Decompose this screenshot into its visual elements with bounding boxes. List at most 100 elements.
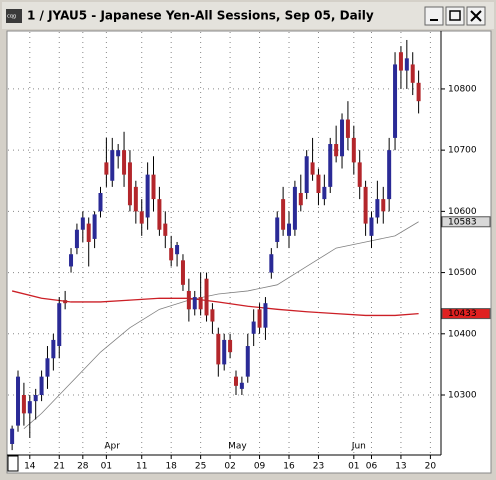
candle-body <box>269 254 274 273</box>
candle-body <box>33 395 38 402</box>
x-tick-label: 16 <box>283 462 295 472</box>
chart-panel <box>6 30 492 474</box>
month-label: Apr <box>104 442 120 452</box>
candle-body <box>257 309 262 328</box>
candle-body <box>245 346 250 377</box>
candle-body <box>292 186 297 230</box>
candle-body <box>139 211 144 224</box>
candle-body <box>157 199 162 230</box>
candle-body <box>192 297 197 310</box>
scroll-box[interactable] <box>7 455 19 472</box>
candle-body <box>334 144 339 157</box>
candle-body <box>322 186 327 200</box>
candle-body <box>263 303 268 328</box>
candle-body <box>116 150 121 157</box>
candle-body <box>110 150 115 181</box>
candle-body <box>210 309 215 322</box>
candle-body <box>398 52 403 71</box>
candle-body <box>410 64 415 83</box>
candle-body <box>163 223 168 236</box>
x-tick-label: 18 <box>165 462 177 472</box>
candle-body <box>198 297 203 310</box>
candle-body <box>222 339 227 365</box>
month-label: Jun <box>351 442 366 452</box>
x-tick-label: 02 <box>224 462 235 472</box>
window-buttons[interactable] <box>424 6 486 26</box>
candle-body <box>239 382 244 389</box>
candle-body <box>275 217 280 242</box>
price-label-box <box>441 308 491 320</box>
price-label: 10583 <box>448 217 477 227</box>
x-tick-label: 28 <box>77 462 89 472</box>
candle-body <box>63 300 68 304</box>
x-tick-label: 21 <box>54 462 65 472</box>
candle-body <box>51 339 56 359</box>
candle-body <box>281 199 286 230</box>
title-bar <box>2 2 494 29</box>
window-title: 1 / JYAU5 - Japanese Yen-All Sessions, S… <box>27 9 374 23</box>
close-glyph <box>470 10 482 22</box>
candle-body <box>316 174 321 193</box>
y-tick-label: 10300 <box>448 391 477 401</box>
y-tick-label: 10700 <box>448 146 477 156</box>
candle-body <box>369 217 374 236</box>
candle-body <box>363 186 368 224</box>
candle-body <box>104 162 109 175</box>
candle-body <box>204 278 209 316</box>
candle-body <box>145 174 150 218</box>
y-tick-label: 10500 <box>448 268 477 278</box>
candle-body <box>228 339 233 353</box>
y-tick-label: 10600 <box>448 207 477 217</box>
candle-body <box>10 428 15 444</box>
candle-body <box>39 376 44 396</box>
moving-average <box>11 290 419 317</box>
x-tick-label: 09 <box>254 462 266 472</box>
candle-body <box>122 150 127 175</box>
candle-body <box>86 223 91 242</box>
app-icon <box>6 9 22 23</box>
candle-body <box>169 248 174 261</box>
x-tick-label: 23 <box>313 462 324 472</box>
candle-body <box>216 333 221 365</box>
x-tick-label: 13 <box>395 462 406 472</box>
month-label: May <box>228 442 247 452</box>
x-tick-label: 06 <box>366 462 378 472</box>
candle-body <box>133 186 138 212</box>
candle-body <box>304 156 309 193</box>
x-tick-label: 25 <box>195 462 206 472</box>
candle-body <box>251 321 256 334</box>
x-tick-label: 14 <box>24 462 36 472</box>
candle-body <box>351 137 356 163</box>
candle-body <box>387 150 392 200</box>
moving-average <box>23 221 419 429</box>
candle-body <box>375 199 380 218</box>
candle-body <box>310 162 315 175</box>
candle-body <box>127 162 132 206</box>
candle-body <box>287 223 292 236</box>
candle-body <box>404 58 409 71</box>
candle-body <box>357 162 362 187</box>
candle-body <box>328 144 333 187</box>
minimize-button[interactable] <box>424 6 444 26</box>
price-label: 10433 <box>448 309 477 319</box>
candle-body <box>175 245 180 255</box>
candle-body <box>298 192 303 206</box>
maximize-glyph <box>449 10 461 21</box>
candle-body <box>340 119 345 157</box>
y-tick-label: 10800 <box>448 84 477 94</box>
candle-body <box>151 174 156 200</box>
x-tick-label: 20 <box>425 462 437 472</box>
maximize-button[interactable] <box>445 6 465 26</box>
candle-body <box>186 290 191 310</box>
candle-body <box>416 82 421 102</box>
candle-body <box>98 192 103 212</box>
candle-body <box>381 199 386 212</box>
candle-body <box>233 376 238 386</box>
candle-body <box>74 229 79 249</box>
candle-body <box>16 376 21 426</box>
app-icon-glyph: cqg <box>7 14 16 20</box>
candle-body <box>21 395 26 414</box>
candle-body <box>45 358 50 377</box>
x-tick-label: 11 <box>136 462 147 472</box>
